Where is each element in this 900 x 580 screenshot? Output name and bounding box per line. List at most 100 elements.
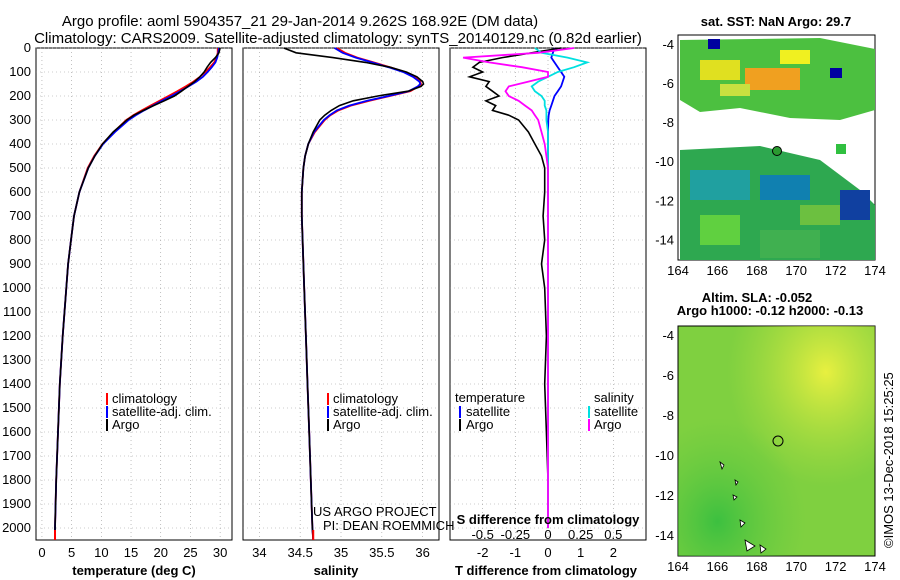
salinity-xlabel: salinity [314,563,360,578]
difference-x-tick-label: -1 [510,545,522,560]
depth-tick-label: 1100 [3,304,31,319]
sst-map-y-tick-label: -8 [662,115,674,130]
depth-tick-label: 600 [9,184,31,199]
difference-series-s-argo [462,47,575,528]
sst-patch-mid [700,215,740,245]
legend-label-climatology: climatology [112,391,178,406]
legend-swatch-climatology [327,393,329,405]
sst-map-data [680,38,875,260]
legend-label-argo: Argo [333,417,360,432]
salinity-legend: climatology satellite-adj. clim. Argo [327,391,433,432]
legend-swatch-satellite [327,406,329,418]
legend-label-satellite: satellite-adj. clim. [112,404,212,419]
legend-swatch-t-satellite [459,406,461,418]
temperature-xlabel: temperature (deg C) [72,563,196,578]
salinity-panel [242,47,440,541]
legend-label-climatology: climatology [333,391,399,406]
depth-tick-label: 400 [9,136,31,151]
difference-x-tick-label: 1 [577,545,584,560]
sst-patch-cool [760,175,810,200]
temperature-series-argo [54,47,221,540]
difference-s-tick-label: 0 [544,527,551,542]
sst-map-y-tick-label: -4 [662,37,674,52]
sst-map-x-tick-label: 166 [707,263,729,278]
difference-legend: temperature satellite Argo salinity sate… [455,390,638,432]
figure-title-line1: Argo profile: aoml 5904357_21 29-Jan-201… [62,13,538,30]
salinity-deep-marker [312,530,315,540]
depth-tick-label: 100 [9,64,31,79]
depth-tick-label: 700 [9,208,31,223]
difference-xlabel-salinity: S difference from climatology [457,512,641,527]
temperature-deep-marker [54,530,57,540]
sla-map-title: Altim. SLA: -0.052 [702,290,813,305]
sst-patch-cool [800,205,840,225]
sst-patch-mid [760,230,820,258]
credit-line2: PI: DEAN ROEMMICH [323,518,454,533]
legend-swatch-t-argo [459,419,461,431]
legend-label-t-satellite: satellite [466,404,510,419]
depth-tick-label: 1300 [2,352,31,367]
sst-patch-cold [830,68,842,78]
legend-label-t-argo: Argo [466,417,493,432]
sla-map-x-tick-label: 164 [667,559,689,574]
salinity-x-tick-label: 35.5 [369,545,394,560]
difference-x-tick-label: -2 [477,545,489,560]
sst-patch-warm [700,60,740,80]
difference-x-tick-label: 2 [610,545,617,560]
depth-tick-label: 1200 [2,328,31,343]
sst-map-x-tick-label: 170 [785,263,807,278]
sla-map-x-tick-label: 170 [785,559,807,574]
sst-map-x-tick-label: 172 [825,263,847,278]
depth-tick-label: 0 [24,40,31,55]
depth-tick-label: 1600 [2,424,31,439]
sst-map-y-tick-label: -12 [655,193,674,208]
difference-x-tick-label: 0 [544,545,551,560]
depth-tick-label: 1500 [2,400,31,415]
depth-tick-label: 900 [9,256,31,271]
difference-s-tick-label: -0.25 [501,527,531,542]
legend-swatch-argo [327,419,329,431]
sst-map-x-tick-label: 174 [864,263,886,278]
legend-title-temperature: temperature [455,390,525,405]
sst-map-y-tick-label: -14 [655,232,674,247]
legend-swatch-satellite [106,406,108,418]
sst-patch-cold [708,39,720,49]
temperature-x-tick-label: 0 [38,545,45,560]
sst-argo-position-marker [772,146,782,156]
sla-map-x-tick-label: 168 [746,559,768,574]
depth-tick-label: 2000 [2,520,31,535]
legend-label-s-satellite: satellite [594,404,638,419]
difference-s-tick-label: 0.5 [604,527,622,542]
depth-tick-label: 1800 [2,472,31,487]
sla-map-x-tick-label: 166 [707,559,729,574]
figure-title-line2: Climatology: CARS2009. Satellite-adjuste… [34,30,642,47]
difference-s-tick-label: -0.5 [471,527,493,542]
sla-map-y-tick-label: -8 [662,408,674,423]
sla-islands [719,460,767,554]
sst-map-x-tick-label: 168 [746,263,768,278]
sla-map-x-tick-label: 174 [864,559,886,574]
depth-tick-label: 800 [9,232,31,247]
legend-swatch-s-satellite [588,406,590,418]
salinity-series-argo [283,47,425,541]
sla-map-y-tick-label: -14 [655,528,674,543]
temperature-x-tick-label: 5 [68,545,75,560]
legend-label-satellite: satellite-adj. clim. [333,404,433,419]
sst-patch-cool [690,170,750,200]
depth-tick-label: 200 [9,88,31,103]
sst-patch-warm [780,50,810,64]
depth-tick-label: 1400 [2,376,31,391]
difference-xlabel: T difference from climatology [455,563,638,578]
sst-patch-warm [745,68,800,90]
sst-map-y-tick-label: -6 [662,76,674,91]
legend-label-argo: Argo [112,417,139,432]
temperature-x-tick-label: 10 [94,545,108,560]
temperature-x-tick-label: 15 [124,545,138,560]
sla-map-y-tick-label: -4 [662,328,674,343]
imos-stamp: ©IMOS 13-Dec-2018 15:25:25 [881,372,896,548]
temperature-x-tick-label: 25 [183,545,197,560]
depth-tick-label: 300 [9,112,31,127]
salinity-x-tick-label: 34 [252,545,266,560]
depth-tick-label: 500 [9,160,31,175]
